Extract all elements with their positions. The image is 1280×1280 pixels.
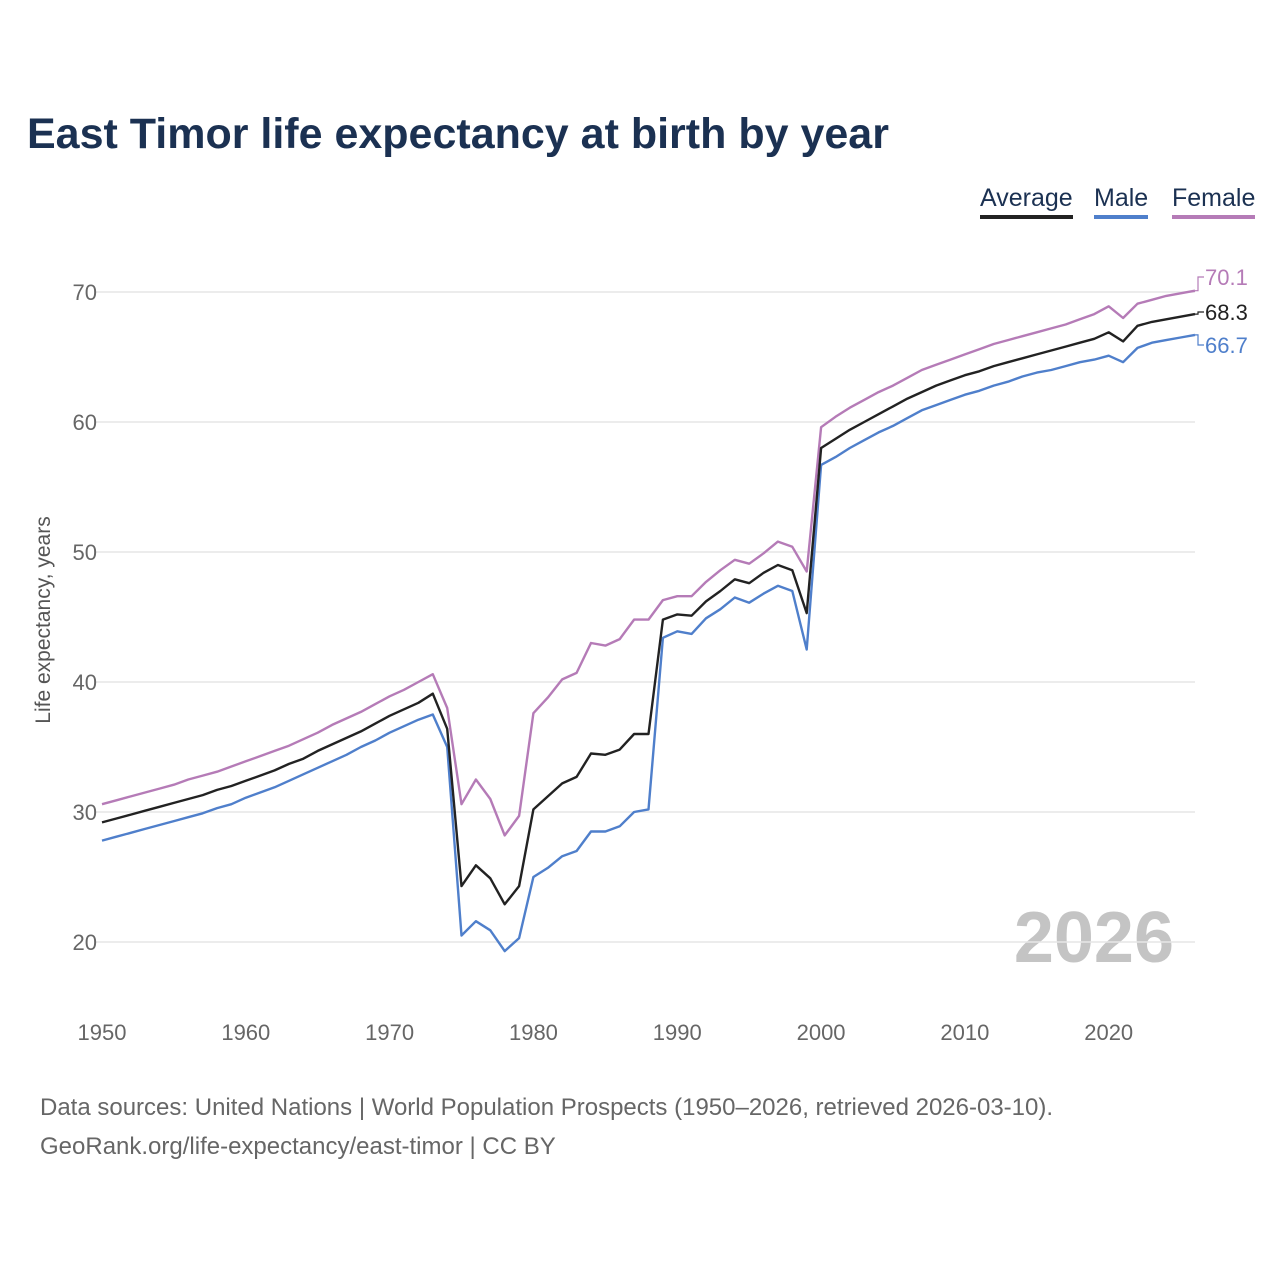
- series-line-average: [101, 312, 1196, 906]
- y-tick-label: 70: [73, 280, 97, 305]
- x-tick-label: 1990: [653, 1020, 702, 1045]
- x-tick-label: 2000: [797, 1020, 846, 1045]
- legend-average[interactable]: Average: [980, 184, 1073, 219]
- end-label-male: 66.7: [1205, 333, 1248, 358]
- legend-female[interactable]: Female: [1172, 184, 1256, 219]
- end-label-leader: [1195, 334, 1204, 346]
- series-line-male: [101, 333, 1196, 953]
- end-label-average: 68.3: [1205, 300, 1248, 325]
- x-tick-label: 1960: [221, 1020, 270, 1045]
- footer-sources: Data sources: United Nations | World Pop…: [40, 1094, 1054, 1121]
- y-tick-label: 20: [73, 930, 97, 955]
- x-tick-label: 2010: [940, 1020, 989, 1045]
- y-tick-label: 40: [73, 670, 97, 695]
- legend-male[interactable]: Male: [1094, 184, 1149, 219]
- y-tick-label: 30: [73, 800, 97, 825]
- end-label-leader: [1195, 311, 1204, 315]
- end-label-female: 70.1: [1205, 265, 1248, 290]
- end-label-leader: [1195, 276, 1204, 292]
- footer: Data sources: United Nations | World Pop…: [40, 1088, 1053, 1166]
- y-tick-label: 60: [73, 410, 97, 435]
- y-axis-label: Life expectancy, years: [32, 516, 55, 723]
- series-line-female: [101, 289, 1196, 837]
- x-tick-label: 1980: [509, 1020, 558, 1045]
- y-tick-label: 50: [73, 540, 97, 565]
- x-tick-label: 1970: [365, 1020, 414, 1045]
- chart-title: East Timor life expectancy at birth by y…: [27, 110, 889, 158]
- watermark-year: 2026: [1014, 898, 1174, 978]
- x-tick-label: 2020: [1084, 1020, 1133, 1045]
- footer-link[interactable]: GeoRank.org/life-expectancy/east-timor |…: [40, 1133, 556, 1160]
- x-tick-label: 1950: [78, 1020, 127, 1045]
